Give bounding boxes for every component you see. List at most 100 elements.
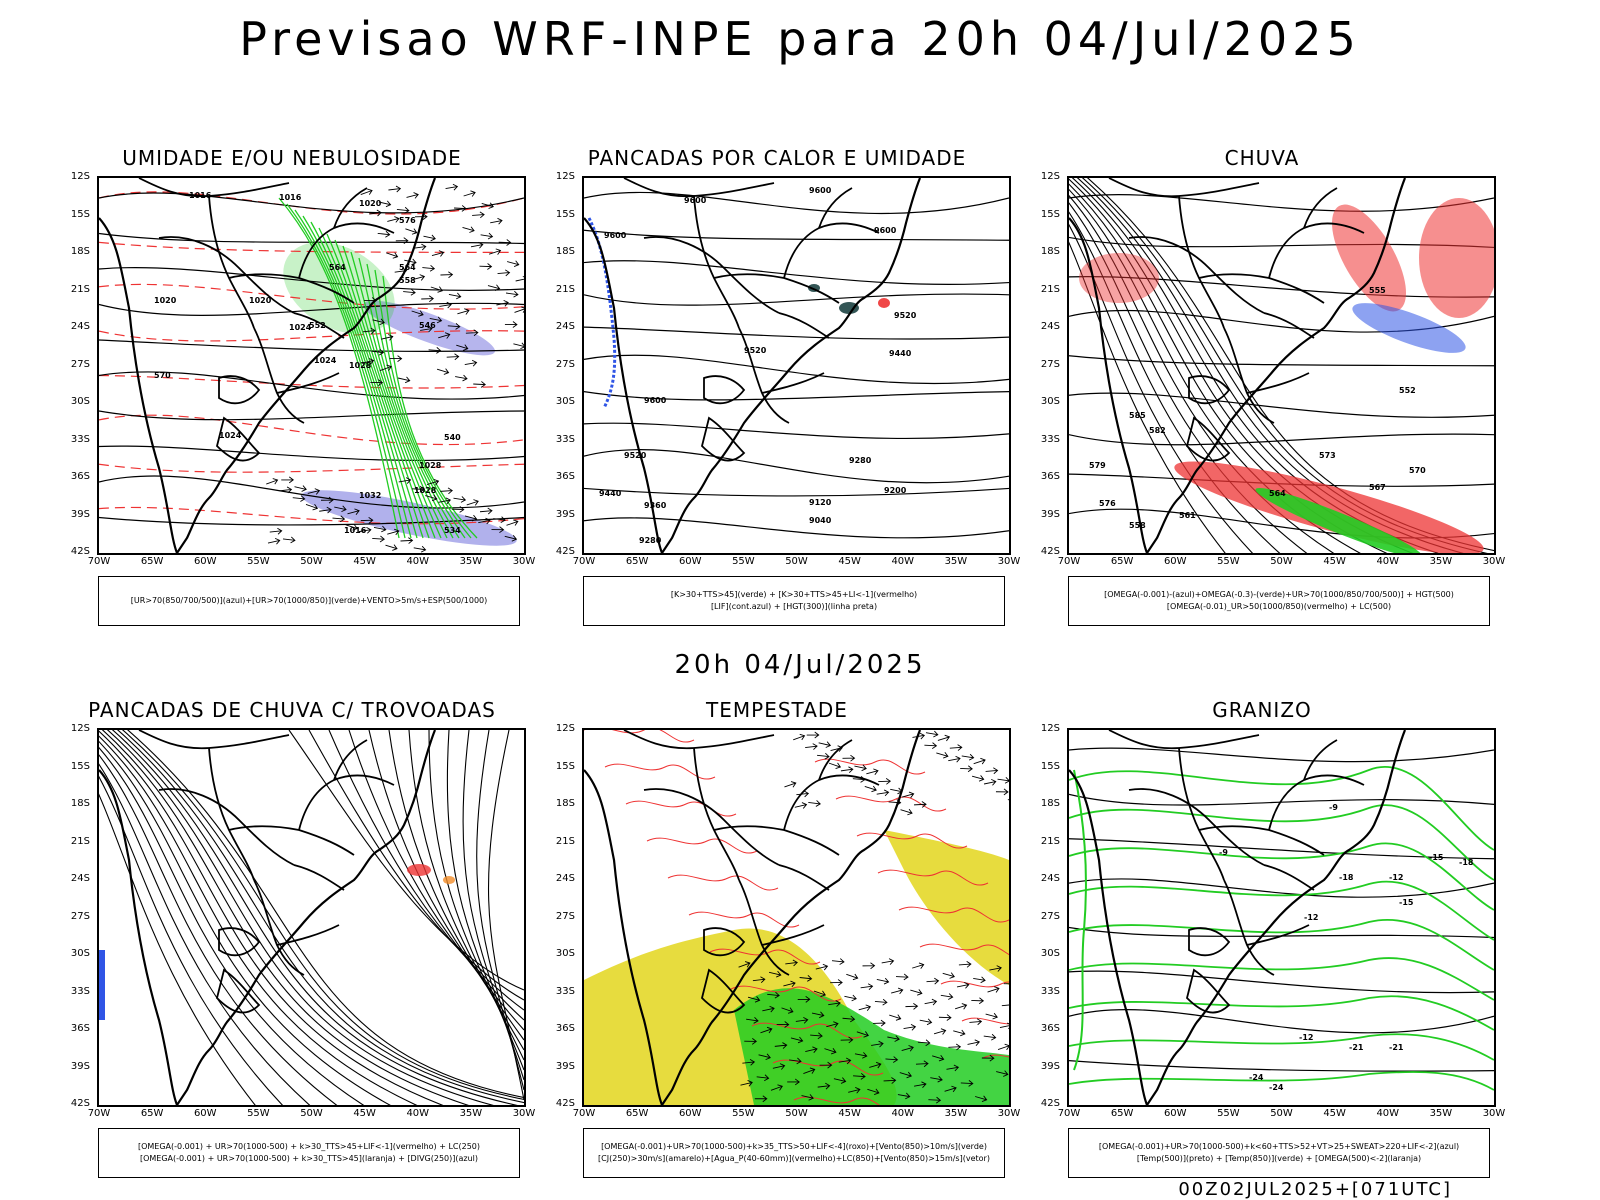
streamline [99,735,418,1105]
contour-lines [99,192,524,526]
lat-tick-label: 30S [70,948,90,959]
lon-tick-label: 40W [406,556,430,567]
country-border [1128,236,1265,314]
country-border [1263,312,1315,339]
wind-arrow [334,505,347,513]
wind-arrow [944,1085,957,1093]
lon-tick-label: 70W [572,1108,596,1119]
wind-arrow [790,1036,804,1044]
wind-arrow [373,525,387,533]
map-tempestade[interactable] [582,728,1011,1107]
streamline [730,985,842,1002]
lat-tick-label: 30S [1040,396,1060,407]
country-border [1198,273,1325,304]
country-border [138,730,290,750]
map-granizo[interactable]: -9 -9 -12 -12 -15 -18 -15 -18 -12 -21 -21 -24 -24 [1067,728,1496,1107]
country-border [158,788,295,866]
thunder-orange-area [443,876,455,884]
green-contour [350,251,454,539]
wind-arrow [487,284,501,291]
streamline [604,763,716,780]
wind-arrow [874,998,888,1006]
wind-arrow [420,325,433,333]
legend-box: [OMEGA(-0.001) + UR>70(1000-500) + k>30_… [98,1128,520,1178]
streamline [116,730,524,1103]
coastline [584,178,922,553]
contour-line [1069,793,1494,806]
wind-arrow [752,976,766,984]
green-contour [1069,957,1494,1001]
wind-arrow [447,323,461,330]
lon-tick-label: 35W [459,1108,483,1119]
panel-title: CHUVA [1224,146,1300,170]
contour-label: 573 [1319,451,1336,460]
contour-label: 9360 [644,501,667,510]
wind-arrow [810,1032,823,1040]
country-border [228,825,355,856]
contour-label: -18 [1459,858,1474,867]
wind-arrow [914,1081,927,1089]
lon-tick-label: 40W [891,1108,915,1119]
green-contour [326,233,436,539]
humidity-blue-area [301,490,517,546]
country-border [778,312,830,339]
country-border [713,825,840,856]
streamline [961,1017,1009,1025]
streamline [584,730,695,743]
country-border [738,879,790,976]
lon-tick-label: 30W [512,1108,536,1119]
wind-arrow [840,1036,854,1044]
wind-arrow [842,754,856,762]
lat-tick-label: 27S [1040,358,1060,370]
contour-line [584,191,1009,215]
wind-arrow [948,1043,962,1051]
lon-tick-label: 40W [1376,1108,1400,1119]
country-border [703,927,746,957]
contour-label: 564 [329,263,346,272]
wind-arrow [279,486,293,494]
map-pancadas-trovoadas[interactable] [97,728,526,1107]
coastline [99,178,437,553]
wind-arrow [917,1039,931,1047]
lat-tick-label: 33S [1040,985,1060,997]
wind-arrow [453,496,467,503]
wind-arrow [954,1003,968,1010]
wind-arrow [828,1000,841,1007]
contour-label: 9440 [889,349,912,358]
contour-label: 1032 [359,491,381,500]
wind-arrow [953,1029,966,1037]
country-border [216,968,261,1014]
wind-arrow [887,1035,900,1042]
humidity-blue-area [363,300,495,356]
lon-tick-label: 55W [732,1108,755,1119]
wind-arrow [767,991,780,999]
contour-line [584,422,1009,440]
lon-tick-label: 35W [944,1108,968,1119]
wind-arrow [831,958,845,965]
wind-arrow [480,232,494,240]
lat-tick-label: 39S [1040,508,1060,520]
wind-arrow [983,778,997,786]
wind-arrow [796,790,810,798]
wind-arrow [370,379,384,386]
map-umidade[interactable]: 1016 1016 1020 1020 1020 1024 1024 1028 1024 1028… [97,176,526,555]
wind-arrow [1007,798,1009,805]
streamlines-east [288,730,524,1101]
map-chuva[interactable]: 585 582 579 576 573 570 567 564 561 558 555 552 [1067,176,1496,555]
map-pancadas-calor[interactable]: 9600 9600 9600 9600 9520 9520 9440 9600 9520 9440… [582,176,1011,555]
wind-arrow [933,1028,947,1035]
legend-line: [K>30+TTS>45](verde) + [K>30+TTS>45+LI<-… [670,590,918,599]
wind-arrow [956,982,970,989]
wind-arrow [817,1082,831,1090]
streamline [106,730,495,1105]
contour-label: 9600 [874,226,897,235]
lat-tick-label: 21S [555,835,575,847]
lon-tick-label: 70W [572,556,596,567]
wind-arrow [320,496,334,504]
lon-tick-label: 45W [1323,1108,1346,1119]
panel-chuva: CHUVA 585 582 579 576 573 570 567 564 561 558 555 5… [1022,146,1505,626]
country-border [1303,187,1338,229]
streamline [646,837,758,854]
contour-label: 1020 [154,296,177,305]
